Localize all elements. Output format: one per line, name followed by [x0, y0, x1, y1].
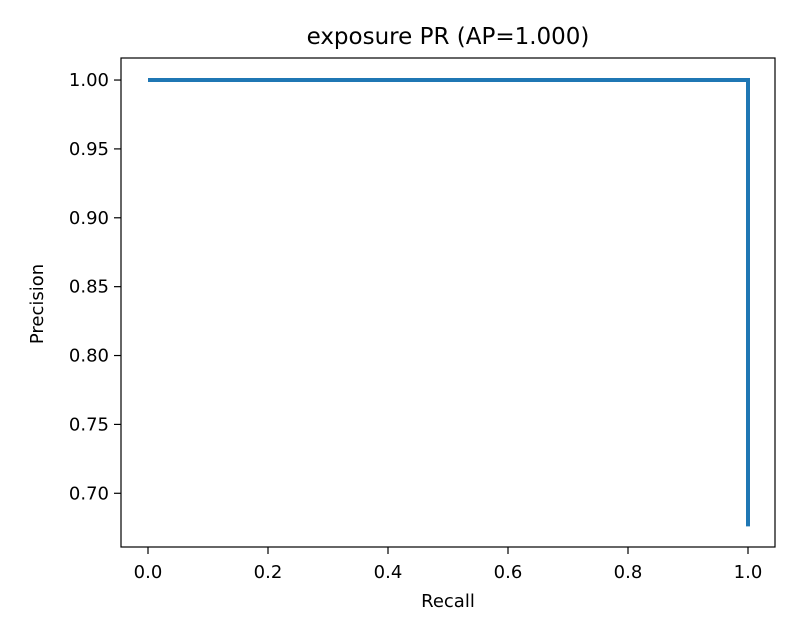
y-tick-label: 0.85 [69, 277, 109, 298]
x-tick-label: 0.2 [254, 562, 283, 583]
chart-title: exposure PR (AP=1.000) [307, 24, 590, 50]
series-line-0 [148, 78, 750, 527]
x-tick-label: 0.6 [494, 562, 523, 583]
y-tick-label: 0.75 [69, 414, 109, 435]
plot-frame [120, 57, 776, 548]
x-tick-label: 0.0 [134, 562, 163, 583]
y-tick-label: 0.95 [69, 139, 109, 160]
x-tick-label: 0.4 [374, 562, 403, 583]
y-tick-label: 1.00 [69, 70, 109, 91]
x-tick-label: 0.8 [614, 562, 643, 583]
y-tick-label: 0.80 [69, 346, 109, 367]
x-axis-label: Recall [421, 591, 475, 612]
y-tick-label: 0.70 [69, 483, 109, 504]
y-axis-label: Precision [27, 264, 48, 344]
y-tick-label: 0.90 [69, 208, 109, 229]
x-tick-label: 1.0 [734, 562, 763, 583]
